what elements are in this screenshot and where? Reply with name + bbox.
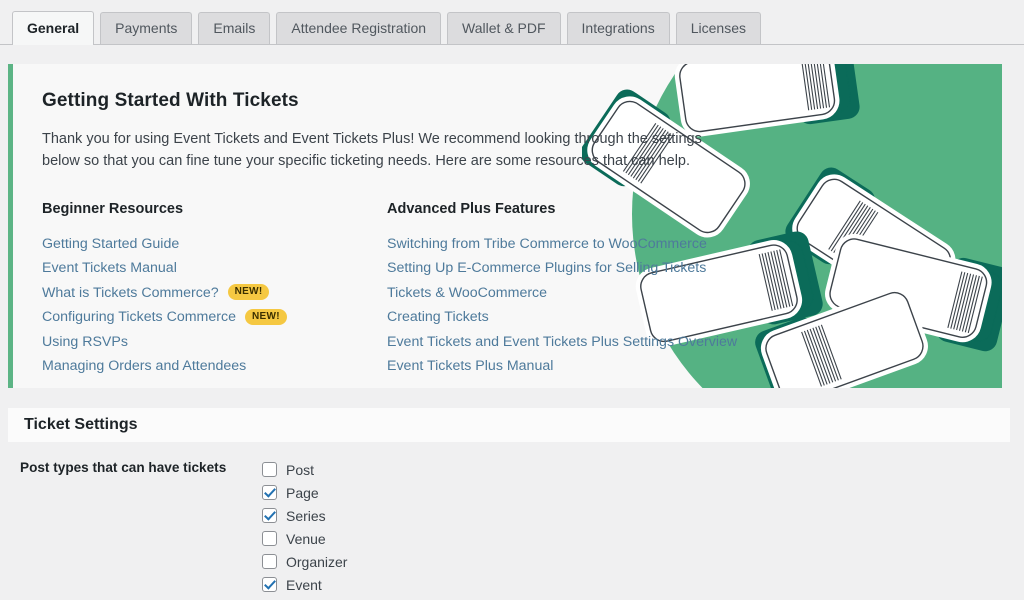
resource-columns: Beginner Resources Getting Started Guide E… — [42, 201, 1002, 379]
resource-column: Beginner Resources Getting Started Guide E… — [42, 201, 387, 379]
resource-link-row: Setting Up E-Commerce Plugins for Sellin… — [387, 256, 807, 281]
resource-column-heading: Beginner Resources — [42, 200, 184, 217]
post-types-setting-row: Post types that can have tickets Post Pag… — [0, 458, 1024, 596]
resource-link-row: Event Tickets and Event Tickets Plus Set… — [387, 330, 807, 355]
post-type-label: Venue — [286, 530, 326, 547]
tab-licenses[interactable]: Licenses — [675, 12, 761, 44]
post-types-checkbox-list: Post Page Series Venue Organizer Event — [240, 458, 347, 596]
resource-link[interactable]: Event Tickets Plus Manual — [387, 358, 554, 375]
tab-general[interactable]: General — [12, 11, 95, 45]
resource-link-row: Switching from Tribe Commerce to WooComm… — [387, 232, 807, 257]
post-type-checkbox-organizer[interactable]: Organizer — [262, 550, 347, 573]
resource-link-row: Managing Orders and Attendees — [42, 354, 387, 379]
resource-link[interactable]: Event Tickets Manual — [42, 260, 177, 277]
resource-link[interactable]: Managing Orders and Attendees — [42, 358, 247, 375]
checkbox-unchecked-icon[interactable] — [262, 462, 277, 477]
resource-link-row: Using RSVPs — [42, 330, 387, 355]
post-type-checkbox-event[interactable]: Event — [262, 573, 347, 596]
post-type-label: Page — [286, 484, 319, 501]
resource-link-row: Event Tickets Plus Manual — [387, 354, 807, 379]
resource-link-row: Event Tickets Manual — [42, 256, 387, 281]
checkbox-unchecked-icon[interactable] — [262, 554, 277, 569]
resource-link[interactable]: Event Tickets and Event Tickets Plus Set… — [387, 333, 738, 350]
resource-column: Advanced Plus Features Switching from Tri… — [387, 201, 807, 379]
resource-link-row: Creating Tickets — [387, 305, 807, 330]
ticket-settings-title: Ticket Settings — [24, 416, 138, 433]
page-title: Getting Started With Tickets — [42, 90, 299, 111]
post-type-checkbox-venue[interactable]: Venue — [262, 527, 347, 550]
checkbox-checked-icon[interactable] — [262, 485, 277, 500]
post-type-checkbox-series[interactable]: Series — [262, 504, 347, 527]
resource-link[interactable]: Getting Started Guide — [42, 235, 180, 252]
tab-wallet-pdf[interactable]: Wallet & PDF — [447, 12, 561, 44]
post-type-label: Organizer — [286, 553, 348, 570]
settings-tab-bar: General Payments Emails Attendee Registrati… — [0, 0, 1024, 45]
checkbox-checked-icon[interactable] — [262, 508, 277, 523]
new-badge: NEW! — [244, 308, 287, 325]
post-types-label: Post types that can have tickets — [20, 460, 227, 475]
tab-payments[interactable]: Payments — [100, 12, 193, 44]
post-type-checkbox-page[interactable]: Page — [262, 481, 347, 504]
resource-link-row: Configuring Tickets Commerce NEW! — [42, 305, 387, 330]
resource-link[interactable]: Tickets & WooCommerce — [387, 284, 548, 301]
checkbox-checked-icon[interactable] — [262, 577, 277, 592]
banner-description: Thank you for using Event Tickets and Ev… — [42, 131, 702, 170]
resource-link[interactable]: Setting Up E-Commerce Plugins for Sellin… — [387, 260, 707, 277]
resource-link[interactable]: Configuring Tickets Commerce — [42, 309, 236, 326]
resource-link[interactable]: What is Tickets Commerce? — [42, 284, 219, 301]
tab-emails[interactable]: Emails — [198, 12, 271, 44]
tab-attendee-registration[interactable]: Attendee Registration — [276, 12, 442, 44]
tab-integrations[interactable]: Integrations — [566, 12, 670, 44]
resource-link-row: What is Tickets Commerce? NEW! — [42, 281, 387, 306]
post-type-label: Event — [286, 576, 322, 593]
resource-link[interactable]: Using RSVPs — [42, 333, 128, 350]
resource-link-row: Getting Started Guide — [42, 232, 387, 257]
checkbox-unchecked-icon[interactable] — [262, 531, 277, 546]
getting-started-banner: Getting Started With Tickets Thank you f… — [8, 64, 1002, 388]
post-type-checkbox-post[interactable]: Post — [262, 458, 347, 481]
resource-column-heading: Advanced Plus Features — [387, 200, 556, 217]
new-badge: NEW! — [227, 284, 270, 301]
ticket-settings-header: Ticket Settings — [8, 408, 1010, 442]
resource-link-row: Tickets & WooCommerce — [387, 281, 807, 306]
post-type-label: Post — [286, 461, 315, 478]
resource-link[interactable]: Switching from Tribe Commerce to WooComm… — [387, 235, 707, 252]
resource-link[interactable]: Creating Tickets — [387, 309, 489, 326]
post-type-label: Series — [286, 507, 326, 524]
